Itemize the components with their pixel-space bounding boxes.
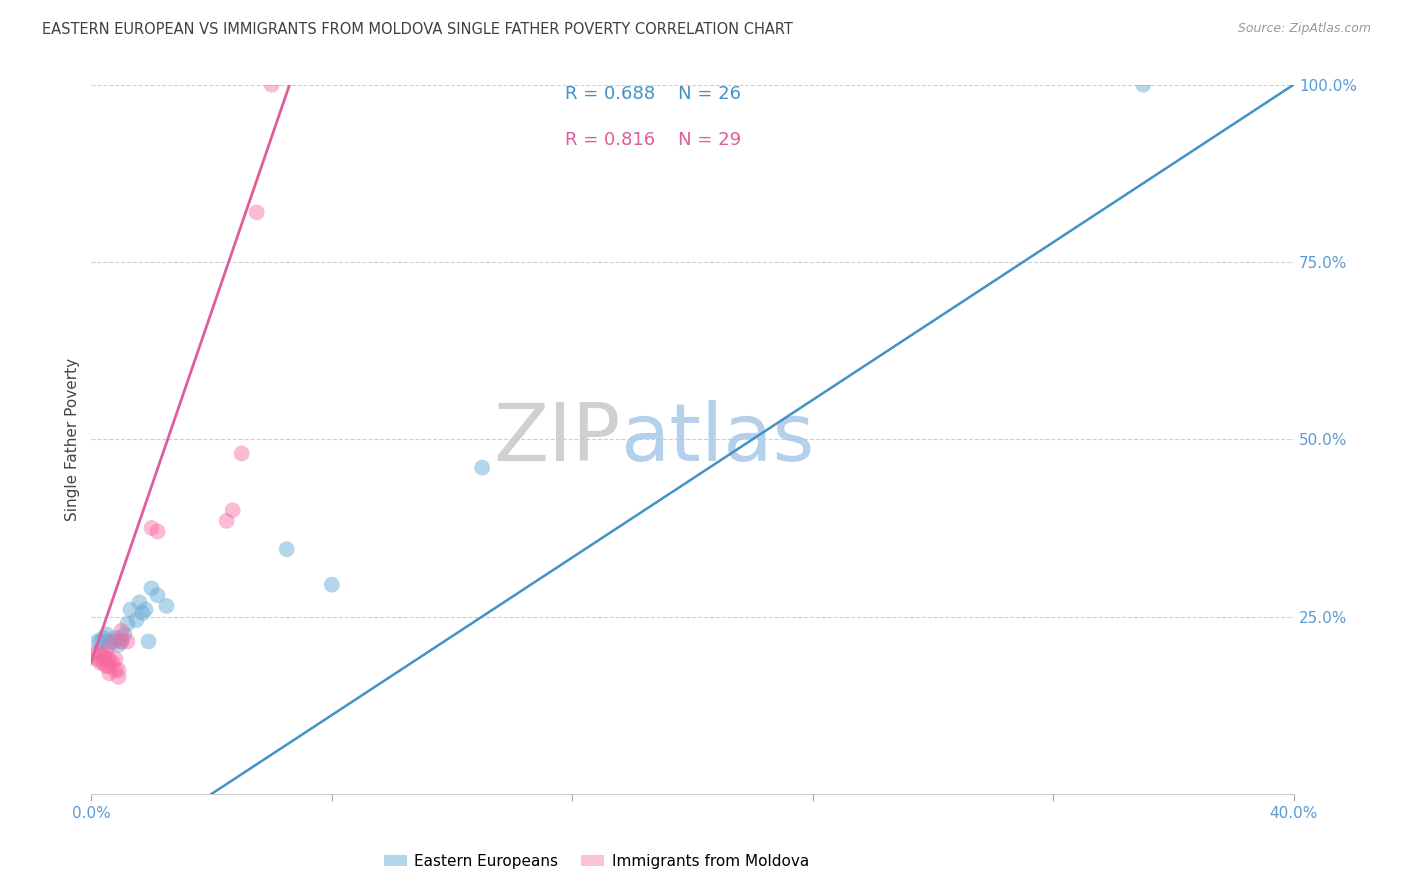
Point	[215, 514, 238, 528]
Point	[96, 645, 118, 659]
Point	[146, 524, 169, 539]
Point	[110, 624, 132, 638]
Point	[86, 652, 108, 666]
Point	[98, 659, 121, 673]
Point	[107, 638, 129, 652]
Point	[104, 663, 127, 677]
Point	[321, 577, 343, 591]
Point	[89, 648, 111, 663]
Text: R = 0.816    N = 29: R = 0.816 N = 29	[565, 131, 741, 149]
Point	[138, 634, 160, 648]
Point	[117, 616, 139, 631]
Point	[86, 634, 108, 648]
Point	[93, 631, 115, 645]
Point	[98, 666, 121, 681]
Text: EASTERN EUROPEAN VS IMMIGRANTS FROM MOLDOVA SINGLE FATHER POVERTY CORRELATION CH: EASTERN EUROPEAN VS IMMIGRANTS FROM MOLD…	[42, 22, 793, 37]
Point	[107, 663, 129, 677]
Point	[231, 446, 253, 460]
Point	[89, 634, 111, 648]
Point	[134, 602, 156, 616]
Point	[260, 78, 283, 92]
Point	[125, 613, 148, 627]
Text: atlas: atlas	[620, 401, 814, 478]
Point	[104, 652, 127, 666]
Point	[120, 602, 142, 616]
Point	[96, 652, 118, 666]
Point	[98, 652, 121, 666]
Point	[276, 542, 298, 557]
Legend: Eastern Europeans, Immigrants from Moldova: Eastern Europeans, Immigrants from Moldo…	[378, 847, 815, 875]
Point	[110, 631, 132, 645]
Point	[107, 670, 129, 684]
Point	[89, 656, 111, 670]
Text: R = 0.688    N = 26: R = 0.688 N = 26	[565, 85, 741, 103]
Point	[128, 595, 150, 609]
Point	[101, 656, 124, 670]
Point	[141, 581, 163, 595]
Point	[93, 648, 115, 663]
Point	[104, 631, 127, 645]
Point	[98, 638, 121, 652]
Point	[93, 656, 115, 670]
Point	[96, 627, 118, 641]
Point	[221, 503, 243, 517]
Point	[146, 588, 169, 602]
Point	[117, 634, 139, 648]
Point	[131, 606, 153, 620]
Point	[96, 659, 118, 673]
Point	[141, 521, 163, 535]
Text: Source: ZipAtlas.com: Source: ZipAtlas.com	[1237, 22, 1371, 36]
Text: ZIP: ZIP	[494, 401, 620, 478]
Point	[101, 634, 124, 648]
Y-axis label: Single Father Poverty: Single Father Poverty	[65, 358, 80, 521]
Point	[471, 460, 494, 475]
Point	[110, 634, 132, 648]
Point	[246, 205, 269, 219]
Point	[114, 627, 136, 641]
Point	[86, 645, 108, 659]
Point	[96, 634, 118, 648]
Point	[155, 599, 177, 613]
Point	[83, 648, 105, 663]
Point	[110, 634, 132, 648]
Point	[1132, 78, 1154, 92]
Point	[101, 634, 124, 648]
